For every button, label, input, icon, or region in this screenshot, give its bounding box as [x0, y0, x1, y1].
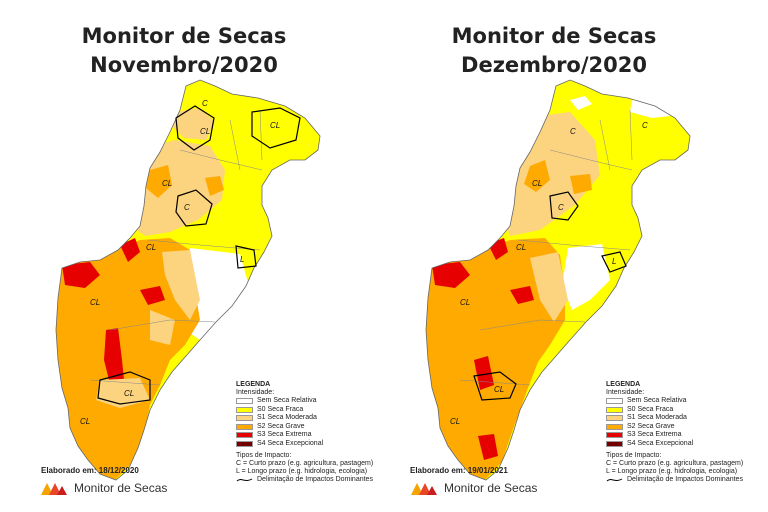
legend-label: Sem Seca Relativa [257, 397, 317, 405]
legend-impact-short: C = Curto prazo (e.g. agricultura, pasta… [236, 460, 374, 467]
legend-row: S1 Seca Moderada [606, 414, 743, 423]
legend-row: S0 Seca Fraca [606, 406, 743, 415]
legend-swatch [606, 440, 623, 447]
brand-left: Monitor de Secas [40, 480, 167, 496]
legend-swatch [606, 406, 623, 413]
impact-label: C [202, 99, 208, 108]
legend-row: S1 Seca Moderada [236, 414, 373, 423]
impact-label: CL [80, 417, 90, 426]
impact-label: CL [146, 243, 156, 252]
drought-map-november: C CL CL CL C CL L CL CL CL [55, 79, 321, 481]
legend-label: S3 Seca Extrema [627, 431, 682, 439]
legend-swatch [606, 398, 623, 405]
title-line-1: Monitor de Secas [81, 24, 287, 48]
legend-label: S3 Seca Extrema [257, 431, 312, 439]
impact-label: L [240, 255, 244, 264]
legend-impact-short: C = Curto prazo (e.g. agricultura, pasta… [606, 460, 744, 467]
legend-heading: LEGENDA [236, 381, 271, 388]
legend-row: S4 Seca Excepcional [606, 440, 743, 449]
legend-intensity-heading: Intensidade: [236, 389, 275, 396]
legend-row: S4 Seca Excepcional [236, 440, 373, 449]
brand-name: Monitor de Secas [74, 481, 168, 495]
legend-december: LEGENDA Intensidade: Sem Seca Relativa S… [606, 381, 743, 485]
legend-impact-long: L = Longo prazo (e.g. hidrologia, ecolog… [606, 468, 738, 475]
impact-label: CL [162, 179, 172, 188]
legend-impact-long: L = Longo prazo (e.g. hidrologia, ecolog… [236, 468, 368, 475]
legend-row: S2 Seca Grave [606, 423, 743, 432]
brand-right: Monitor de Secas [410, 480, 537, 496]
legend-label: S2 Seca Grave [257, 422, 305, 430]
brand-name: Monitor de Secas [444, 481, 538, 495]
legend-swatch [606, 423, 623, 430]
impact-label: CL [124, 389, 134, 398]
legend-row: S3 Seca Extrema [606, 431, 743, 440]
credit-november: Elaborado em: 18/12/2020 [41, 466, 139, 475]
legend-heading: LEGENDA [606, 381, 641, 388]
impact-label: CL [270, 121, 280, 130]
legend-label: S0 Seca Fraca [627, 405, 674, 413]
legend-label: S4 Seca Excepcional [627, 439, 694, 447]
legend-swatch [606, 432, 623, 439]
legend-label: S2 Seca Grave [627, 422, 675, 430]
legend-label: S4 Seca Excepcional [257, 439, 324, 447]
map-title-november: Monitor de Secas Novembro/2020 [54, 22, 314, 80]
legend-swatch [236, 398, 253, 405]
monitor-de-secas-logo-icon [41, 483, 67, 495]
impact-label: L [612, 257, 616, 266]
legend-label: S0 Seca Fraca [257, 405, 304, 413]
legend-row: S0 Seca Fraca [236, 406, 373, 415]
legend-swatch [236, 423, 253, 430]
legend-label: Sem Seca Relativa [627, 397, 687, 405]
legend-impact-heading: Tipos de Impacto: [236, 452, 292, 459]
impact-label: CL [494, 385, 504, 394]
map-title-december: Monitor de Secas Dezembro/2020 [424, 22, 684, 80]
legend-row: S2 Seca Grave [236, 423, 373, 432]
impact-line-icon [236, 478, 253, 482]
legend-row: Sem Seca Relativa [236, 397, 373, 406]
legend-label: S1 Seca Moderada [627, 414, 687, 422]
legend-label: Delimitação de Impactos Dominantes [627, 476, 743, 484]
monitor-de-secas-logo-icon [411, 483, 437, 495]
impact-label: CL [450, 417, 460, 426]
legend-swatch [606, 415, 623, 422]
legend-row: Delimitação de Impactos Dominantes [236, 476, 373, 485]
legend-label: Delimitação de Impactos Dominantes [257, 476, 373, 484]
legend-november: LEGENDA Intensidade: Sem Seca Relativa S… [236, 381, 373, 485]
impact-label: C [570, 127, 576, 136]
impact-label: C [184, 203, 190, 212]
impact-line-icon [606, 478, 623, 482]
legend-row: S3 Seca Extrema [236, 431, 373, 440]
legend-row: Delimitação de Impactos Dominantes [606, 476, 743, 485]
legend-impact-heading: Tipos de Impacto: [606, 452, 662, 459]
drought-map-december: C C CL C CL L CL CL CL [425, 79, 691, 481]
legend-row: Sem Seca Relativa [606, 397, 743, 406]
title-line-1: Monitor de Secas [451, 24, 657, 48]
legend-swatch [236, 406, 253, 413]
credit-december: Elaborado em: 19/01/2021 [410, 466, 508, 475]
impact-label: CL [460, 298, 470, 307]
legend-label: S1 Seca Moderada [257, 414, 317, 422]
legend-swatch [236, 432, 253, 439]
impact-label: CL [532, 179, 542, 188]
impact-label: CL [90, 298, 100, 307]
legend-intensity-heading: Intensidade: [606, 389, 645, 396]
impact-label: CL [516, 243, 526, 252]
title-line-2: Novembro/2020 [90, 53, 278, 77]
title-line-2: Dezembro/2020 [461, 53, 647, 77]
legend-swatch [236, 440, 253, 447]
impact-label: C [558, 203, 564, 212]
legend-swatch [236, 415, 253, 422]
impact-label: CL [200, 127, 210, 136]
impact-label: C [642, 121, 648, 130]
